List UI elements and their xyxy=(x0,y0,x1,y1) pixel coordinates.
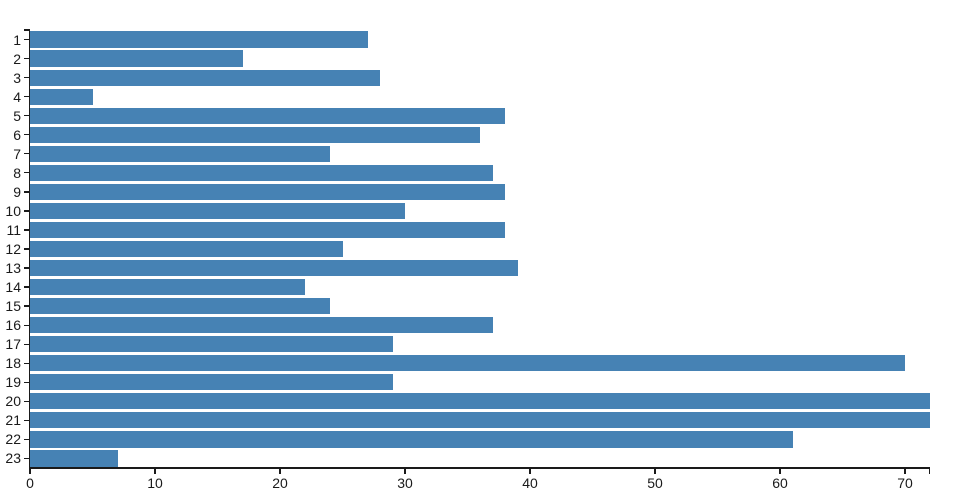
y-tick-label: 5 xyxy=(13,107,21,124)
y-axis-tick xyxy=(24,76,30,79)
y-axis-tick xyxy=(24,362,30,364)
bar xyxy=(30,202,405,219)
x-tick-label: 30 xyxy=(397,475,413,491)
y-tick-label: 19 xyxy=(5,374,21,391)
y-tick-label: 11 xyxy=(6,221,21,238)
bar xyxy=(30,183,505,200)
y-axis-tick xyxy=(24,115,30,117)
x-axis-tick xyxy=(529,468,531,474)
y-tick-label: 20 xyxy=(5,393,21,410)
y-tick-label: 6 xyxy=(13,126,21,143)
y-tick-label: 15 xyxy=(5,298,21,315)
y-axis-tick xyxy=(24,57,30,60)
bar xyxy=(30,126,480,143)
y-axis-tick xyxy=(24,153,30,155)
x-tick-label: 10 xyxy=(147,475,163,491)
x-tick-label: 0 xyxy=(26,475,34,491)
x-axis-tick xyxy=(654,468,656,474)
bar xyxy=(30,336,393,353)
y-tick-label: 23 xyxy=(5,450,21,467)
y-tick-label: 12 xyxy=(5,241,21,257)
x-axis-line xyxy=(29,467,930,469)
bar xyxy=(30,298,330,315)
bar xyxy=(30,393,930,410)
y-axis-tick xyxy=(24,248,30,250)
y-tick-label: 9 xyxy=(13,183,21,200)
y-axis-tick xyxy=(24,419,30,422)
y-axis-tick xyxy=(24,343,30,345)
bar xyxy=(30,240,343,258)
x-tick-label: 50 xyxy=(647,475,663,491)
y-axis-tick xyxy=(24,267,30,269)
y-axis-tick xyxy=(24,134,30,136)
y-tick-label: 7 xyxy=(13,145,21,162)
y-axis-tick xyxy=(24,38,30,41)
y-axis-tick xyxy=(24,305,30,307)
y-tick-label: 3 xyxy=(13,69,21,86)
x-axis-tick xyxy=(154,468,156,474)
bar xyxy=(30,431,793,448)
bar xyxy=(30,145,330,162)
x-tick-label: 60 xyxy=(772,475,788,491)
bar xyxy=(30,31,368,48)
x-tick-label: 70 xyxy=(897,475,913,491)
bar xyxy=(30,69,380,86)
bar xyxy=(30,107,505,124)
y-tick-label: 2 xyxy=(13,50,21,67)
bar xyxy=(30,88,93,105)
y-tick-label: 21 xyxy=(5,412,21,429)
y-tick-label: 4 xyxy=(13,88,21,105)
y-axis-tick xyxy=(24,229,30,231)
x-tick-label: 20 xyxy=(272,475,288,491)
y-tick-label: 18 xyxy=(5,355,21,372)
y-tick-label: 10 xyxy=(5,202,21,219)
bar xyxy=(30,259,518,277)
y-tick-label: 17 xyxy=(5,336,21,353)
y-axis-tick xyxy=(24,400,30,402)
x-axis-tick xyxy=(779,468,781,474)
y-tick-label: 22 xyxy=(5,431,21,448)
y-tick-label: 16 xyxy=(5,317,21,334)
y-axis-tick xyxy=(24,381,30,383)
y-axis-tick xyxy=(24,286,30,288)
bar xyxy=(30,221,505,239)
bar xyxy=(30,164,493,181)
y-axis-tick xyxy=(24,210,30,212)
y-axis-tick xyxy=(24,438,30,441)
x-axis-tick xyxy=(279,468,281,474)
y-axis-tick xyxy=(24,172,30,174)
y-tick-label: 8 xyxy=(13,164,21,181)
bar xyxy=(30,450,118,467)
x-axis-tick xyxy=(404,468,406,474)
x-axis-tick xyxy=(29,468,31,474)
y-axis-tick xyxy=(24,324,30,326)
y-axis-tick xyxy=(24,457,30,460)
x-axis-tick xyxy=(904,468,906,474)
x-tick-label: 40 xyxy=(522,475,538,491)
bar xyxy=(30,317,493,334)
y-tick-label: 14 xyxy=(5,279,21,296)
y-tick-label: 1 xyxy=(13,31,21,48)
y-axis-outer-cap xyxy=(24,29,30,31)
y-tick-label: 13 xyxy=(5,260,21,277)
bar xyxy=(30,412,930,429)
y-axis-tick xyxy=(24,191,30,193)
bar xyxy=(30,50,243,67)
x-axis-outer-cap-right xyxy=(928,468,930,474)
bar xyxy=(30,278,305,296)
y-axis-tick xyxy=(24,96,30,98)
bar xyxy=(30,355,905,372)
bar xyxy=(30,374,393,391)
